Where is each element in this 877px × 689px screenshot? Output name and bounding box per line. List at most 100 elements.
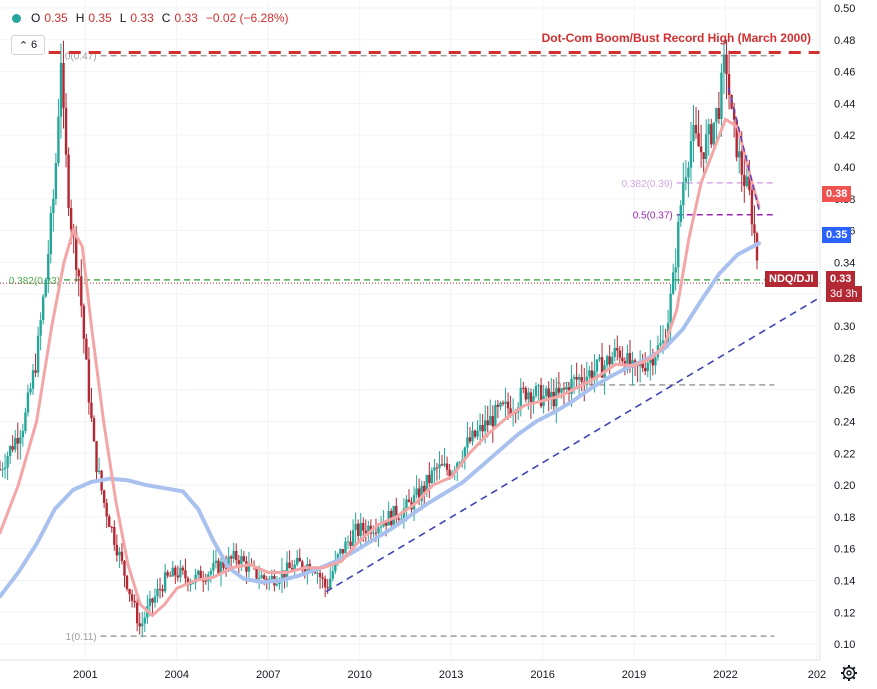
candle-body [214,560,218,563]
candle-body [39,320,42,336]
candle-body [166,572,169,576]
candle-body [64,107,68,155]
level-label: 0.26 [556,381,576,392]
candle-body [14,438,17,450]
candle-body [402,508,406,519]
candle-body [349,541,352,547]
candle-body [616,347,619,351]
high-value: 0.35 [88,11,112,25]
y-tick-label: 0.44 [834,98,855,110]
change-value: −0.02 (−6.28%) [205,11,289,25]
candle-body [105,502,108,517]
candle-body [476,430,479,437]
candle-body [397,518,401,520]
candle-body [689,141,693,168]
candle-body [334,559,337,572]
candle-body [97,470,101,473]
candle-body [0,469,2,471]
candle-body [715,108,718,123]
candle-body [125,575,129,589]
candle-body [448,469,451,477]
candle-body [433,467,436,471]
candle-body [186,578,190,586]
candle-body [354,523,357,531]
candle-body [494,404,497,427]
candle-body [329,578,332,589]
candle-body [11,446,14,450]
candle-body [115,544,119,556]
candle-body [128,588,131,595]
time-axis[interactable]: 2001 2004 2007 2010 2013 2016 2019 2022 202 [0,659,826,681]
candle-body [674,267,677,273]
candle-body [359,522,362,536]
candle-body [52,198,55,214]
candle-body [725,54,728,75]
candle-body [21,430,25,438]
candle-body [504,401,507,404]
candle-body [240,556,243,565]
trend-lines [325,87,821,593]
candle-body [704,134,708,160]
candle-body [405,499,408,509]
price-axis[interactable]: 0.10 0.12 0.14 0.16 0.18 0.20 0.22 0.24 0.26 0.28… [819,0,877,689]
candle-body [580,377,583,382]
candle-body [387,510,390,526]
candle-body [54,163,58,199]
candle-body [41,296,45,321]
candle-body [280,570,284,582]
candle-body [257,578,261,580]
candle-body [158,588,162,590]
candle-body [646,362,649,372]
candle-body [593,371,596,380]
candle-body [692,124,695,142]
x-tick-label: 2001 [73,669,97,681]
ma-fast-line [0,117,761,618]
candle-body [641,363,644,369]
candle-body [296,557,299,565]
candle-body [118,551,121,556]
candle-body [417,488,421,501]
collapse-indicators-button[interactable]: ⌃ 6 [11,35,45,55]
gear-icon[interactable] [840,664,858,682]
candle-body [428,474,431,484]
candle-body [720,72,723,119]
candle-body [326,587,329,589]
candle-body [232,550,235,559]
candle-body [626,352,629,371]
candle-body [699,146,703,153]
candle-body [44,279,47,297]
ma-fast-badge: 0.38 [822,186,852,202]
candle-body [194,574,197,583]
candle-body [572,376,576,379]
price-badge: 0.33 [826,271,856,287]
candle-body [344,541,347,554]
y-tick-label: 0.18 [834,512,855,524]
candle-body [745,176,749,187]
candle-body [222,561,225,568]
candle-body [611,357,614,365]
visibility-icon[interactable] [12,13,21,23]
candle-body [740,151,743,175]
candle-body [102,490,106,503]
candle-body [82,305,86,339]
candle-body [179,567,182,578]
y-tick-label: 0.50 [834,3,855,15]
candle-body [113,527,116,545]
candle-body [229,556,233,559]
candle-body [481,425,484,432]
candle-body [148,598,152,607]
candle-body [710,124,713,145]
candle-body [133,600,136,603]
candle-body [341,549,345,554]
candle-body [138,623,141,627]
candle-body [400,518,403,520]
candle-body [463,447,467,460]
candle-body [425,474,428,493]
candle-body [499,402,502,407]
candle-body [141,623,144,627]
candle-body [288,562,291,569]
candle-body [468,437,472,442]
candle-body [219,561,223,574]
candle-body [537,385,540,387]
